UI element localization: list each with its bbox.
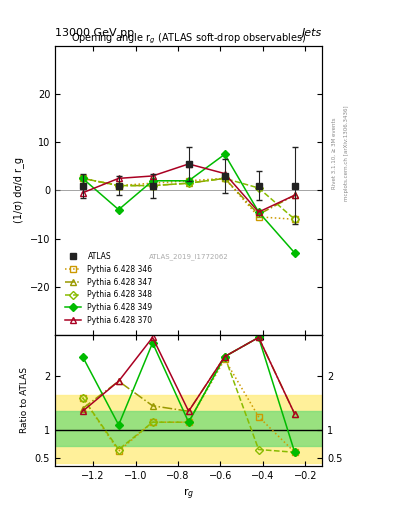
Text: 13000 GeV pp: 13000 GeV pp	[55, 28, 134, 38]
Y-axis label: Ratio to ATLAS: Ratio to ATLAS	[20, 367, 29, 433]
Legend: ATLAS, Pythia 6.428 346, Pythia 6.428 347, Pythia 6.428 348, Pythia 6.428 349, P: ATLAS, Pythia 6.428 346, Pythia 6.428 34…	[62, 249, 156, 328]
Text: Jets: Jets	[302, 28, 322, 38]
X-axis label: r$_g$: r$_g$	[183, 486, 194, 502]
Text: Rivet 3.1.10, ≥ 3M events: Rivet 3.1.10, ≥ 3M events	[332, 118, 337, 189]
Title: Opening angle r$_g$ (ATLAS soft-drop observables): Opening angle r$_g$ (ATLAS soft-drop obs…	[71, 32, 306, 46]
Y-axis label: (1/σ) dσ/d r_g: (1/σ) dσ/d r_g	[13, 157, 24, 223]
Text: ATLAS_2019_I1772062: ATLAS_2019_I1772062	[149, 253, 228, 260]
Text: mcplots.cern.ch [arXiv:1306.3436]: mcplots.cern.ch [arXiv:1306.3436]	[344, 106, 349, 201]
Bar	[55, 411, 322, 445]
Bar	[55, 395, 322, 463]
